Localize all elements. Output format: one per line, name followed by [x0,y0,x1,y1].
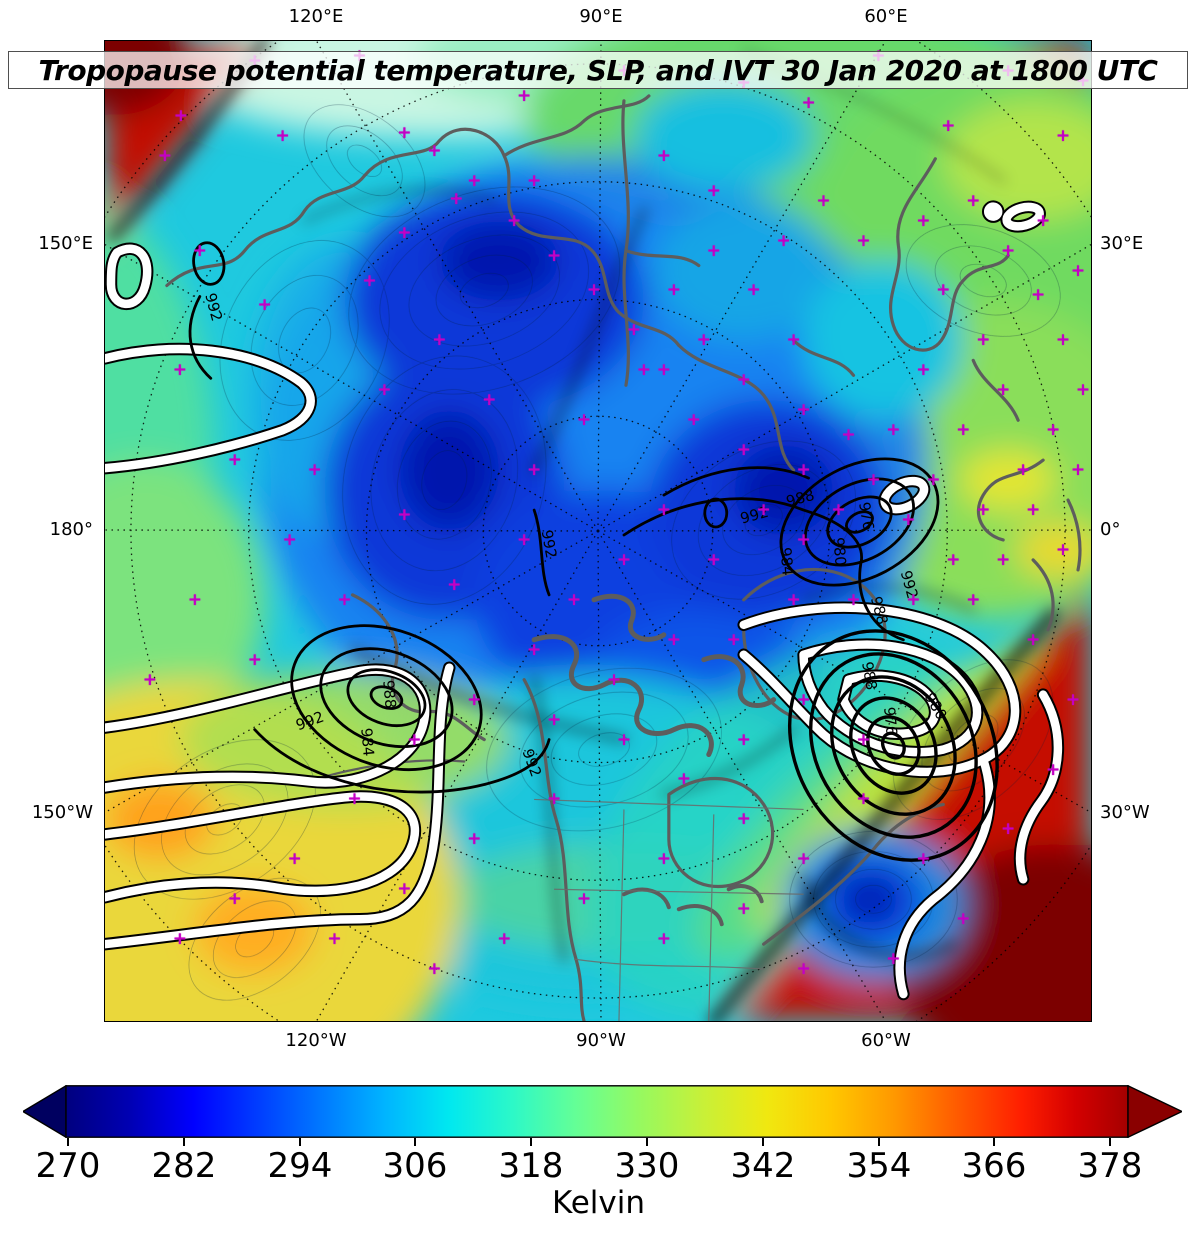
state-borders [534,798,804,1021]
colorbar-tick-366: 366 [961,1146,1027,1186]
colorbar-gradient [21,1084,1184,1139]
slp-label: 976 [880,706,900,736]
colorbar-ticks: 270 282 294 306 318 330 342 354 366 378 [23,1138,1182,1238]
colorbar-tick-270: 270 [35,1146,101,1186]
slp-label: 988 [379,679,399,709]
slp-label: 984 [776,546,796,576]
lon-label-bottom-60W: 60°W [861,1030,911,1051]
colorbar-bar [65,1085,1129,1138]
colorbar-tickmark [530,1138,532,1146]
lon-label-bottom-120W: 120°W [285,1030,347,1051]
slp-label: 984 [357,727,377,757]
colorbar-tickmark [299,1138,301,1146]
colorbar-tick-306: 306 [382,1146,448,1186]
theta-field-plot: 992 992 992 988 976 980 984 992 988 988 … [105,41,1091,1021]
colorbar-tick-342: 342 [730,1146,796,1186]
lon-label-right-30E: 30°E [1100,233,1144,254]
lon-label-left-150W: 150°W [31,802,93,823]
figure-title: Tropopause potential temperature, SLP, a… [38,53,1158,87]
colorbar-tick-354: 354 [846,1146,912,1186]
colorbar-tickmark [1109,1138,1111,1146]
colorbar-tick-378: 378 [1077,1146,1143,1186]
colorbar-tickmark [993,1138,995,1146]
graticule [105,41,1091,1021]
lon-label-right-30W: 30°W [1100,802,1150,823]
colorbar-tickmark [414,1138,416,1146]
colorbar-tickmark [183,1138,185,1146]
colorbar-tickmark [646,1138,648,1146]
colorbar-tickmark [762,1138,764,1146]
lon-label-top-120E: 120°E [288,6,344,27]
colorbar-tick-318: 318 [498,1146,564,1186]
colorbar-tickmark [878,1138,880,1146]
slp-label: 980 [829,537,849,567]
ivt-contours [105,200,1065,1001]
colorbar-extend-right-arrow [1127,1084,1184,1139]
lon-label-bottom-90W: 90°W [576,1030,626,1051]
colorbar-tick-330: 330 [614,1146,680,1186]
slp-label: 988 [858,660,881,691]
colorbar-tick-294: 294 [267,1146,333,1186]
colorbar-unit-label: Kelvin [551,1185,646,1221]
slp-label: 976 [855,501,878,532]
slp-label: 992 [538,528,561,559]
colorbar [21,1084,1184,1139]
lon-label-top-60E: 60°E [864,6,908,27]
colorbar-tick-282: 282 [151,1146,217,1186]
slp-contours [188,241,999,862]
lon-label-right-0: 0° [1100,519,1121,540]
lon-label-left-150E: 150°E [38,233,93,254]
map-axes: 992 992 992 988 976 980 984 992 988 988 … [104,40,1092,1022]
colorbar-tickmark [67,1138,69,1146]
lon-label-top-90E: 90°E [579,6,623,27]
colorbar-extend-left-arrow [21,1084,67,1139]
lon-label-left-180: 180° [49,519,93,540]
title-banner: Tropopause potential temperature, SLP, a… [8,51,1188,89]
